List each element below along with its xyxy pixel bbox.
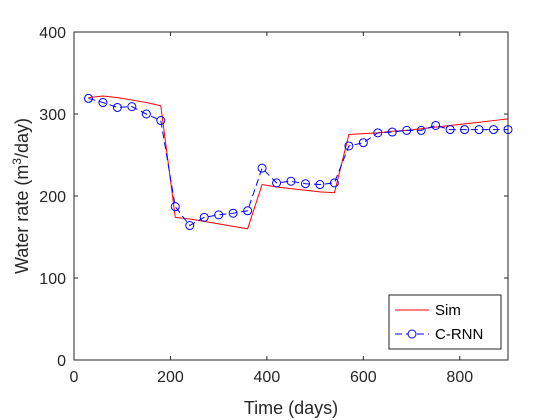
data-point-c-rnn bbox=[199, 212, 209, 222]
x-tick-label: 400 bbox=[254, 369, 281, 386]
data-point-c-rnn bbox=[141, 109, 151, 119]
data-point-c-rnn bbox=[445, 125, 455, 135]
data-point-c-rnn bbox=[489, 125, 499, 135]
series-line-sim bbox=[88, 95, 509, 230]
legend-box bbox=[388, 294, 502, 350]
x-tick-label: 0 bbox=[70, 369, 79, 386]
data-point-c-rnn bbox=[83, 93, 93, 103]
y-tick-label: 0 bbox=[57, 353, 66, 370]
data-point-c-rnn bbox=[98, 98, 108, 108]
y-tick-label: 400 bbox=[39, 25, 66, 42]
data-point-c-rnn bbox=[474, 125, 484, 135]
data-point-c-rnn bbox=[460, 125, 470, 135]
data-point-c-rnn bbox=[156, 116, 166, 126]
data-point-c-rnn bbox=[329, 178, 339, 188]
data-point-c-rnn bbox=[344, 141, 354, 151]
x-tick-label: 800 bbox=[446, 369, 473, 386]
x-tick-label: 600 bbox=[350, 369, 377, 386]
ticks: 0 200 400 600 800 0 100 200 300 400 bbox=[39, 25, 508, 386]
data-point-c-rnn bbox=[387, 127, 397, 137]
data-point-c-rnn bbox=[127, 102, 137, 112]
series-line-c-rnn bbox=[88, 97, 508, 227]
legend-label-sim: Sim bbox=[435, 302, 461, 319]
data-point-c-rnn bbox=[243, 206, 253, 216]
data-point-c-rnn bbox=[358, 138, 368, 148]
legend: Sim C-RNN bbox=[388, 294, 502, 350]
data-point-c-rnn bbox=[272, 178, 282, 188]
y-tick-label: 200 bbox=[39, 189, 66, 206]
x-tick-label: 200 bbox=[157, 369, 184, 386]
x-axis-label: Time (days) bbox=[244, 398, 338, 418]
series-layer bbox=[83, 93, 513, 231]
y-tick-label: 100 bbox=[39, 271, 66, 288]
data-point-c-rnn bbox=[185, 221, 195, 231]
data-point-c-rnn bbox=[112, 102, 122, 112]
data-point-c-rnn bbox=[286, 176, 296, 186]
data-point-c-rnn bbox=[431, 120, 441, 130]
y-axis-label-unit: /day) bbox=[12, 118, 32, 158]
data-point-c-rnn bbox=[300, 179, 310, 189]
data-point-c-rnn bbox=[373, 128, 383, 138]
data-point-c-rnn bbox=[170, 202, 180, 212]
data-point-c-rnn bbox=[257, 163, 267, 173]
data-point-c-rnn bbox=[214, 210, 224, 220]
legend-marker-c-rnn bbox=[407, 329, 417, 339]
data-point-c-rnn bbox=[402, 125, 412, 135]
data-point-c-rnn bbox=[315, 180, 325, 190]
y-axis-label: Water rate (m3/day) bbox=[10, 118, 32, 274]
y-tick-label: 300 bbox=[39, 107, 66, 124]
legend-label-c-rnn: C-RNN bbox=[435, 326, 483, 343]
y-axis-label-superscript: 3 bbox=[10, 158, 24, 165]
data-point-c-rnn bbox=[228, 208, 238, 218]
data-point-c-rnn bbox=[416, 125, 426, 135]
y-axis-label-main: Water rate (m bbox=[12, 165, 32, 274]
